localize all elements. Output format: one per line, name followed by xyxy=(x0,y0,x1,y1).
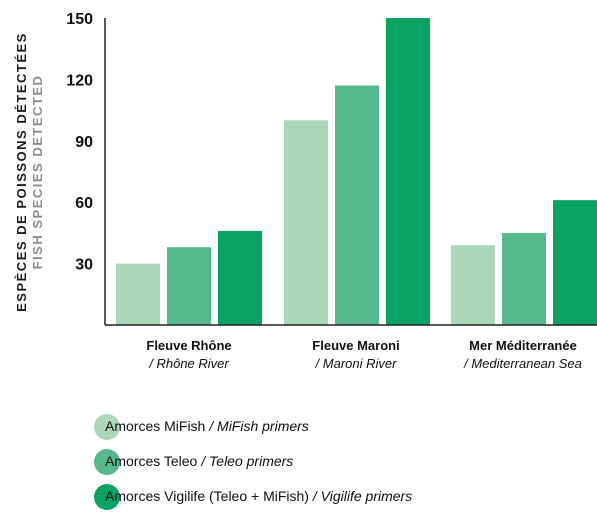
legend-label-en: / MiFish primers xyxy=(209,418,309,434)
bar xyxy=(502,232,546,325)
category-label-mediterranee: Mer Méditerranée / Mediterranean Sea xyxy=(438,337,597,373)
category-name-en: / Maroni River xyxy=(315,356,397,371)
y-axis-title-en: FISH SPECIES DETECTED xyxy=(30,74,45,270)
legend-swatch xyxy=(94,414,120,440)
legend-label: Amorces Vigilife (Teleo + MiFish) / Vigi… xyxy=(105,488,412,504)
category-label-maroni: Fleuve Maroni / Maroni River xyxy=(271,337,441,373)
y-tick-label: 150 xyxy=(66,11,93,28)
y-tick-label: 60 xyxy=(75,195,93,212)
y-axis-title: ESPÈCES DE POISSONS DÉTECTÉES FISH SPECI… xyxy=(14,22,54,322)
y-tick-label: 30 xyxy=(75,257,93,274)
bar xyxy=(553,200,597,325)
legend-label: Amorces Teleo / Teleo primers xyxy=(105,453,293,469)
bar-chart: 30 60 90 120 150 xyxy=(66,11,597,326)
category-name-fr: Fleuve Rhône xyxy=(146,338,232,353)
bar xyxy=(451,245,495,325)
bar xyxy=(218,230,262,325)
legend-label-fr: Amorces Teleo xyxy=(105,453,198,469)
y-tick-label: 90 xyxy=(75,134,93,151)
y-axis: 30 60 90 120 150 xyxy=(66,11,93,274)
category-name-en: / Rhône River xyxy=(149,356,229,371)
legend-label-en: / Vigilife primers xyxy=(312,488,413,504)
category-label-rhone: Fleuve Rhône / Rhône River xyxy=(104,337,274,373)
legend-label: Amorces MiFish / MiFish primers xyxy=(105,418,309,434)
category-name-fr: Mer Méditerranée xyxy=(469,338,577,353)
legend-swatch xyxy=(94,449,120,475)
bar xyxy=(116,263,160,325)
legend-label-fr: Amorces MiFish xyxy=(105,418,206,434)
bar xyxy=(284,120,328,325)
y-axis-title-fr: ESPÈCES DE POISSONS DÉTECTÉES xyxy=(14,32,29,312)
bars-group xyxy=(116,18,597,325)
category-name-fr: Fleuve Maroni xyxy=(312,338,400,353)
category-name-en: / Mediterranean Sea xyxy=(464,356,582,371)
bar xyxy=(335,85,379,325)
legend-label-en: / Teleo primers xyxy=(201,453,294,469)
legend-label-fr: Amorces Vigilife (Teleo + MiFish) xyxy=(105,488,309,504)
bar xyxy=(386,18,430,325)
bar xyxy=(167,247,211,325)
y-tick-label: 120 xyxy=(66,72,93,89)
